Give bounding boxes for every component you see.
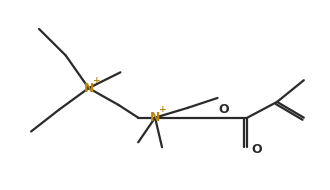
Text: O: O bbox=[251, 143, 262, 156]
Text: N: N bbox=[83, 82, 94, 95]
Text: +: + bbox=[93, 76, 100, 85]
Text: O: O bbox=[218, 103, 229, 116]
Text: +: + bbox=[159, 105, 167, 114]
Text: N: N bbox=[150, 111, 160, 124]
